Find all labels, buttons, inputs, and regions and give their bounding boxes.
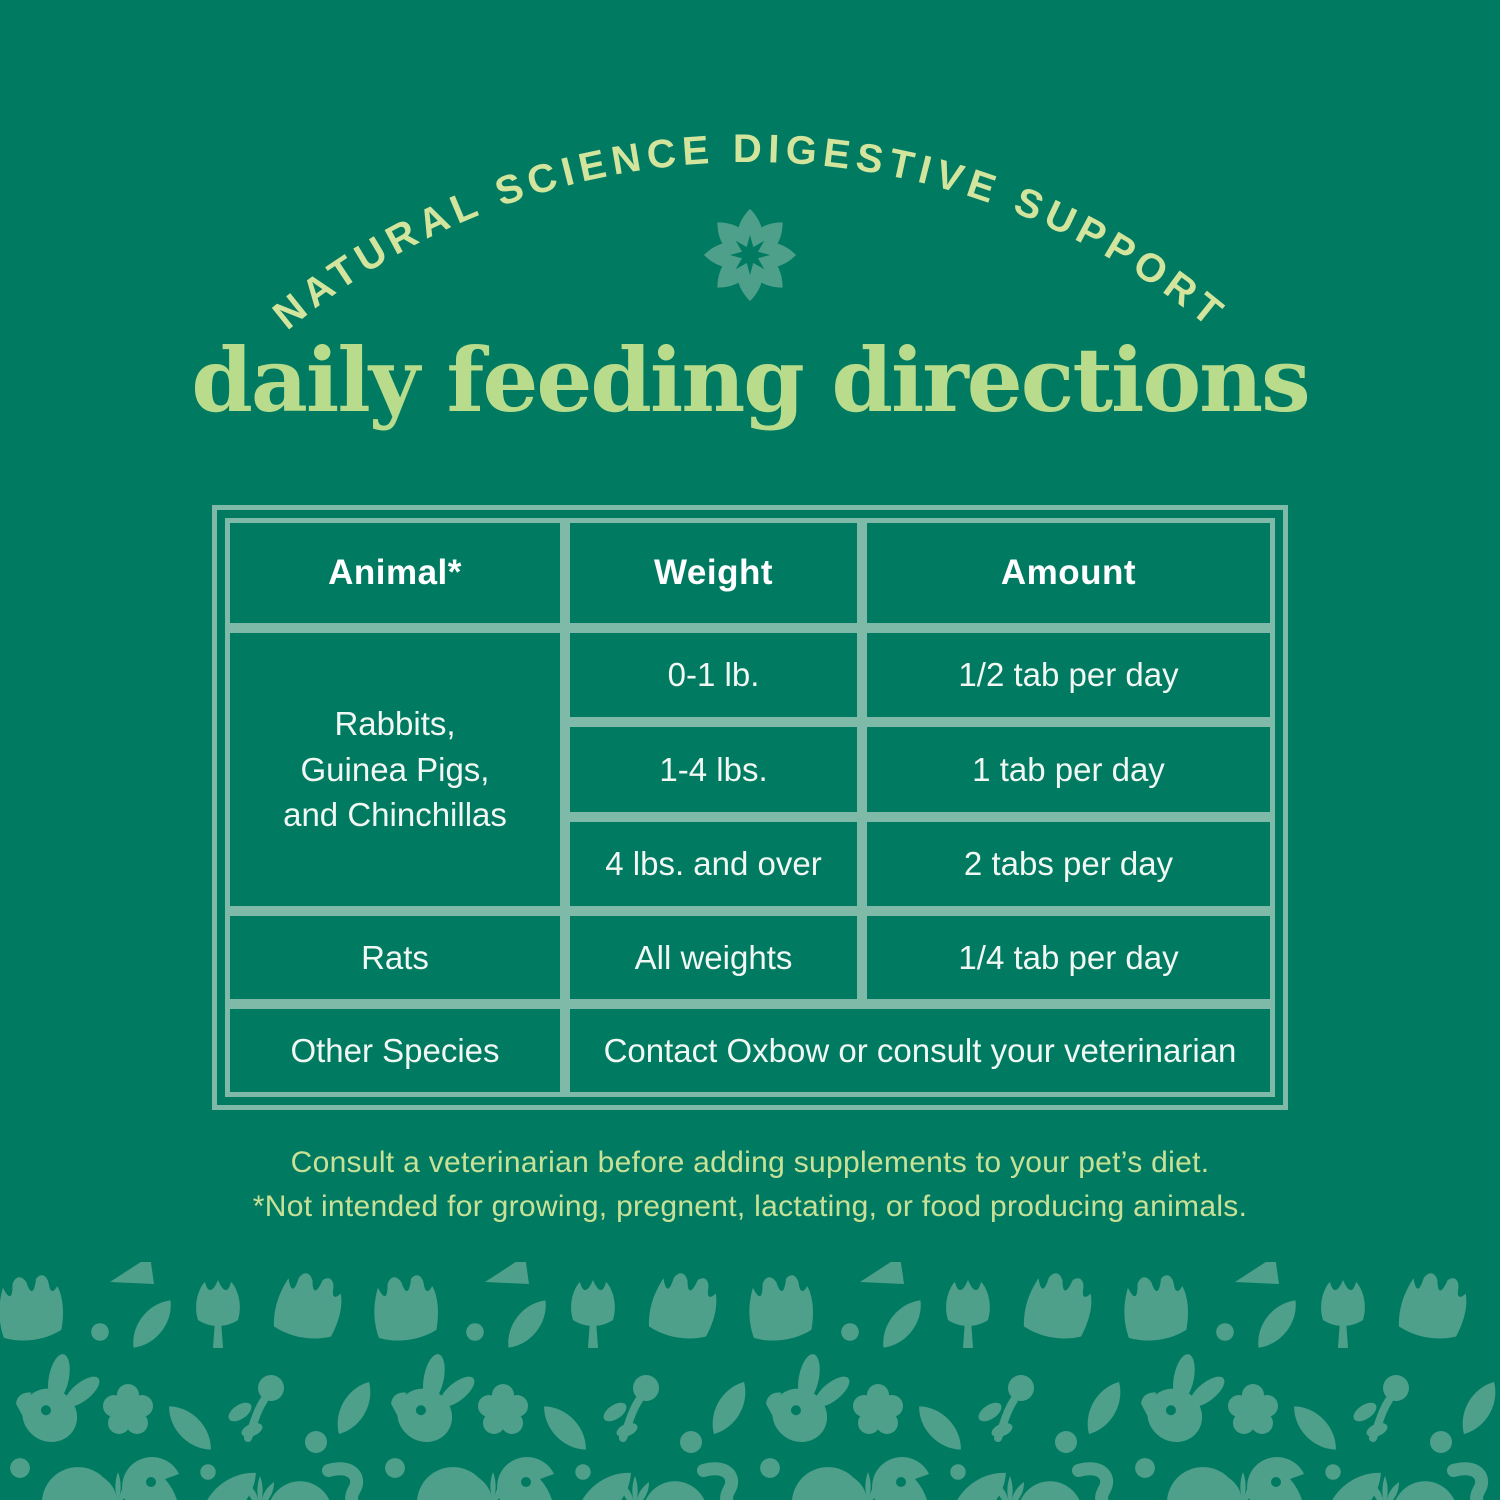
table-row: 1-4 lbs. 1 tab per day <box>225 722 1275 817</box>
cell-animal-other: Other Species <box>225 1004 565 1097</box>
cell-weight-all: All weights <box>565 911 862 1005</box>
decorative-pattern-band <box>0 1262 1500 1500</box>
table-row: Rabbits, Guinea Pigs, and Chinchillas 0-… <box>225 628 1275 912</box>
table-row: Rats All weights 1/4 tab per day <box>225 911 1275 1005</box>
star-cutout-icon <box>729 234 771 276</box>
cell-amount-one-tab: 1 tab per day <box>862 722 1275 817</box>
table-header-row: Animal* Weight Amount <box>225 518 1275 628</box>
flower-icon <box>703 208 797 302</box>
table-row: 4 lbs. and over 2 tabs per day <box>225 816 1275 912</box>
feeding-table-grid: Animal* Weight Amount Rabbits, Guinea Pi… <box>225 518 1275 1097</box>
table-row: Other Species Contact Oxbow or consult y… <box>225 1004 1275 1097</box>
footnote: Consult a veterinarian before adding sup… <box>0 1141 1500 1228</box>
col-header-animal: Animal* <box>225 518 565 628</box>
col-header-amount: Amount <box>862 518 1275 628</box>
cell-weight-0-1: 0-1 lb. <box>565 628 862 723</box>
col-header-weight: Weight <box>565 518 862 628</box>
feeding-table: Animal* Weight Amount Rabbits, Guinea Pi… <box>212 505 1288 1110</box>
cell-amount-quarter-tab: 1/4 tab per day <box>862 911 1275 1005</box>
cell-amount-half-tab: 1/2 tab per day <box>862 628 1275 723</box>
page-title: daily feeding directions <box>191 328 1310 432</box>
cell-animal-rats: Rats <box>225 911 565 1005</box>
cell-weight-4-over: 4 lbs. and over <box>565 816 862 912</box>
cell-weight-1-4: 1-4 lbs. <box>565 722 862 817</box>
cell-animal-group: Rabbits, Guinea Pigs, and Chinchillas <box>225 628 565 912</box>
cell-amount-two-tabs: 2 tabs per day <box>862 816 1275 912</box>
footnote-line-1: Consult a veterinarian before adding sup… <box>290 1146 1210 1179</box>
cell-other-note: Contact Oxbow or consult your veterinari… <box>565 1004 1275 1097</box>
footnote-line-2: *Not intended for growing, pregnent, lac… <box>252 1189 1248 1223</box>
